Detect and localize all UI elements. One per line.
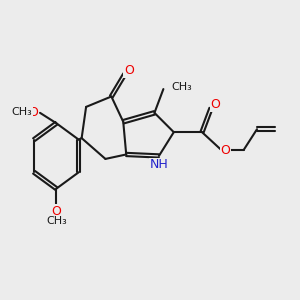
Text: O: O [28, 106, 38, 119]
Text: O: O [210, 98, 220, 111]
Text: CH₃: CH₃ [46, 216, 67, 226]
Text: O: O [51, 205, 61, 218]
Text: CH₃: CH₃ [172, 82, 192, 92]
Text: O: O [220, 143, 230, 157]
Text: O: O [124, 64, 134, 77]
Text: NH: NH [149, 158, 168, 171]
Text: CH₃: CH₃ [12, 107, 33, 117]
